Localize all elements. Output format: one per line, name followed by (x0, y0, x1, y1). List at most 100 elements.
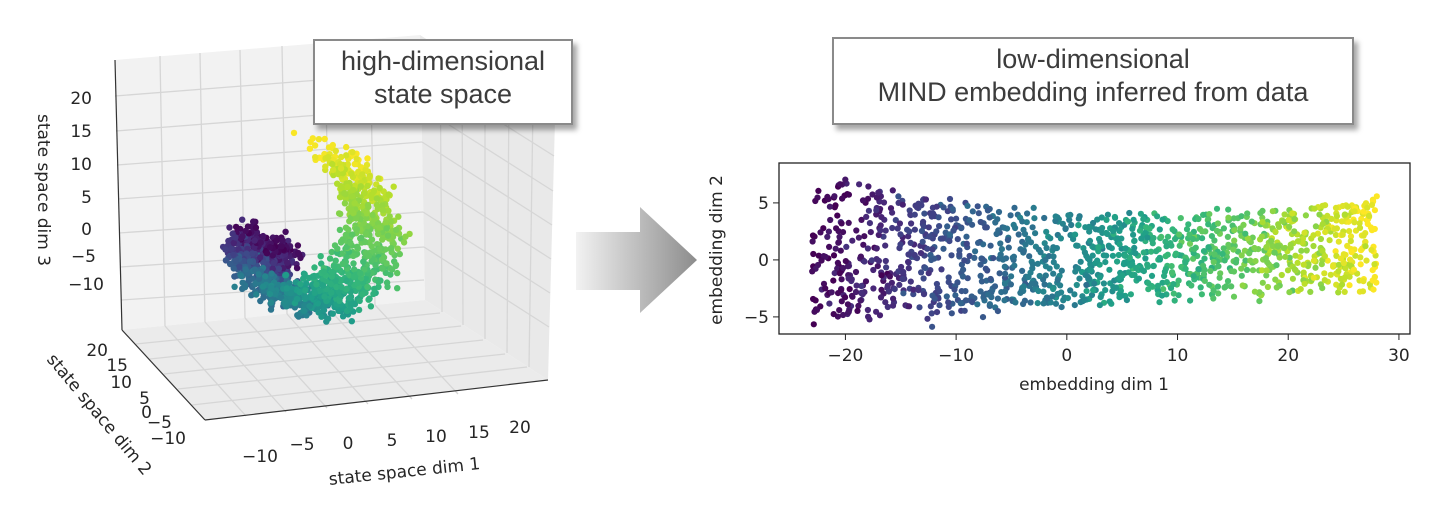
scatter-point (1310, 242, 1317, 250)
scatter-point (1239, 282, 1246, 289)
scatter-point (1187, 297, 1194, 304)
scatter-point-3d (306, 145, 314, 152)
scatter-point (1130, 231, 1137, 238)
scatter-point (1333, 252, 1340, 259)
scatter-point-3d (381, 196, 389, 203)
scatter-point (1122, 252, 1129, 259)
scatter-point (982, 265, 989, 272)
scatter-point (1322, 229, 1329, 236)
scatter-point (1169, 269, 1176, 277)
scatter-point (1312, 223, 1319, 230)
z-axis-label: state space dim 3 (33, 114, 53, 266)
scatter-point (990, 255, 997, 262)
scatter-point (931, 295, 938, 302)
scatter-point-3d (251, 237, 258, 244)
y-tick-label: 0 (758, 251, 769, 271)
scatter-point-3d (390, 183, 397, 190)
scatter-point (885, 288, 893, 295)
scatter-point (1021, 230, 1029, 238)
scatter-point-3d (302, 287, 309, 294)
scatter-point (1011, 262, 1018, 269)
scatter-point (832, 202, 839, 209)
scatter-point-3d (252, 266, 259, 273)
scatter-point (1291, 266, 1298, 273)
scatter-point-3d (375, 175, 382, 182)
callout-line: low-dimensional (996, 44, 1190, 74)
scatter-point (1341, 288, 1348, 295)
z-tick-label: 15 (70, 122, 92, 142)
scatter-point-3d (359, 202, 366, 210)
scatter-point (998, 246, 1006, 253)
scatter-point (1252, 258, 1259, 265)
callout-line: state space (373, 79, 513, 109)
scatter-point (840, 264, 847, 272)
scatter-point-3d (270, 259, 277, 267)
scatter-point (1175, 292, 1182, 299)
scatter-point-3d (369, 211, 376, 219)
scatter-point (1156, 254, 1163, 261)
x-axis-label-3d: state space dim 1 (328, 454, 481, 490)
scatter-point-3d (365, 252, 373, 259)
scatter-point-3d (383, 225, 390, 232)
scatter-point (1258, 233, 1265, 240)
scatter-point (1030, 204, 1037, 211)
scatter-point (1262, 255, 1269, 262)
y-tick-label: 5 (758, 194, 769, 214)
scatter-point (873, 245, 880, 252)
scatter-point (916, 304, 923, 311)
scatter-point (1081, 249, 1088, 256)
scatter-point (818, 257, 825, 264)
scatter-point (1176, 242, 1183, 249)
scatter-point (1002, 270, 1009, 277)
z-tick-label: −10 (68, 275, 104, 295)
y-tick-label: 0 (141, 403, 152, 423)
scatter-point (1027, 299, 1034, 306)
scatter-point (1225, 214, 1232, 221)
scatter-point (857, 297, 864, 304)
scatter-point (1242, 257, 1249, 264)
scatter-point-3d (375, 224, 383, 231)
scatter-point (836, 233, 843, 240)
scatter-point (919, 238, 926, 245)
scatter-point (1004, 236, 1012, 244)
scatter-point (1263, 267, 1270, 274)
scatter-point (882, 257, 889, 265)
scatter-point (1168, 263, 1175, 270)
scatter-point-3d (329, 141, 336, 149)
scatter-point (1072, 231, 1079, 238)
scatter-point-3d (306, 302, 313, 310)
scatter-point (1297, 286, 1304, 293)
scatter-point-3d (350, 186, 357, 194)
scatter-point (1230, 215, 1237, 222)
scatter-point (1286, 289, 1293, 296)
scatter-point (974, 203, 981, 210)
scatter-point (1195, 266, 1202, 273)
scatter-point (1143, 224, 1150, 231)
scatter-point (1183, 226, 1191, 233)
scatter-point-3d (347, 300, 354, 307)
scatter-point-3d (350, 273, 357, 281)
scatter-point (1331, 225, 1338, 232)
scatter-point (882, 242, 889, 249)
scatter-point-3d (366, 174, 373, 182)
scatter-point-3d (384, 283, 391, 291)
scatter-point-3d (315, 136, 323, 143)
scatter-point (964, 275, 971, 282)
scatter-point-3d (232, 223, 240, 231)
scatter-point-3d (241, 284, 249, 291)
scatter-point (1144, 261, 1151, 268)
scatter-point-3d (303, 294, 310, 301)
scatter-point (1050, 285, 1057, 293)
y-tick-label: −5 (744, 308, 769, 328)
scatter-point (1042, 256, 1049, 264)
scatter-point (1272, 276, 1279, 283)
y-tick-label: −10 (150, 429, 186, 449)
scatter-point (1286, 223, 1293, 230)
scatter-point (1342, 265, 1349, 272)
scatter-point (1335, 238, 1342, 245)
scatter-point (997, 252, 1004, 259)
scatter-point-3d (368, 191, 375, 198)
scatter-point (1365, 212, 1373, 219)
scatter-point (1150, 263, 1157, 270)
scatter-point (1347, 256, 1354, 263)
